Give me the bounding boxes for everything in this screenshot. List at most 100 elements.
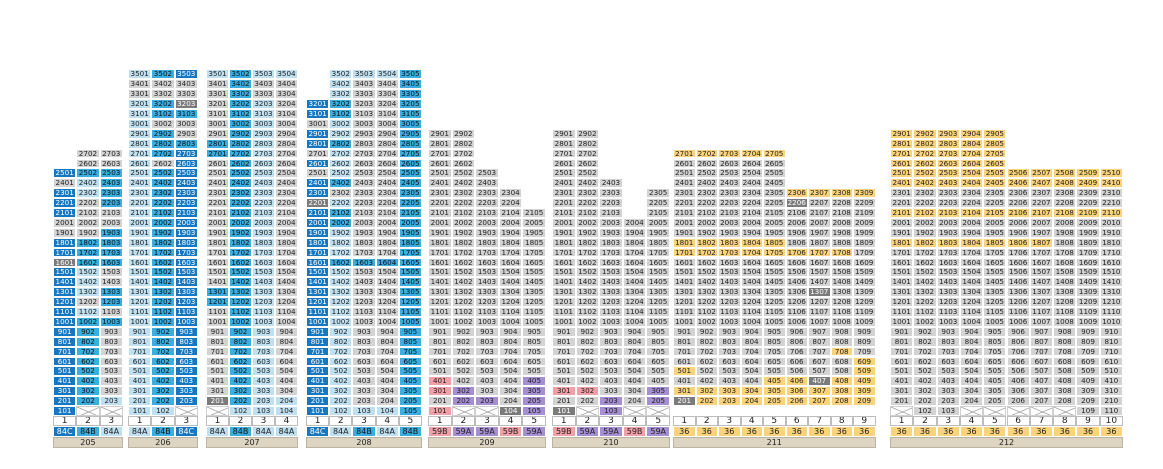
unit-205-1202[interactable]: 1202	[76, 297, 100, 307]
unit-211-2503[interactable]: 2503	[718, 168, 741, 179]
unit-210-1001[interactable]: 1001	[552, 316, 576, 327]
unit-208-2204[interactable]: 2204	[375, 198, 399, 208]
unit-206-1102[interactable]: 1102	[151, 307, 175, 317]
unit-212-1306[interactable]: 1306	[1006, 287, 1030, 298]
unit-211-1006[interactable]: 1006	[785, 316, 808, 327]
unit-212-1710[interactable]: 1710	[1099, 247, 1123, 258]
unit-211-1103[interactable]: 1103	[718, 307, 741, 317]
unit-208-1102[interactable]: 1102	[329, 307, 353, 317]
unit-208-1404[interactable]: 1404	[375, 277, 399, 288]
unit-212-1504[interactable]: 1504	[959, 267, 984, 278]
unit-205-902[interactable]: 902	[76, 326, 100, 337]
unit-211-2002[interactable]: 2002	[695, 217, 718, 228]
unit-211-2204[interactable]: 2204	[740, 198, 763, 208]
unit-208-1604[interactable]: 1604	[375, 257, 399, 268]
unit-209-1704[interactable]: 1704	[498, 247, 523, 258]
unit-211-1402[interactable]: 1402	[695, 277, 718, 288]
unit-212-2302[interactable]: 2302	[913, 188, 937, 199]
unit-210-1802[interactable]: 1802	[575, 237, 600, 248]
unit-205-2002[interactable]: 2002	[76, 217, 100, 228]
unit-212-2004[interactable]: 2004	[959, 217, 984, 228]
unit-209-804[interactable]: 804	[498, 336, 523, 347]
unit-208-3503[interactable]: 3503	[352, 69, 376, 80]
unit-211-301[interactable]: 301	[673, 386, 696, 397]
unit-207-2004[interactable]: 2004	[275, 217, 298, 228]
unit-210-1405[interactable]: 1405	[646, 277, 670, 288]
unit-211-307[interactable]: 307	[808, 386, 831, 397]
unit-207-2901[interactable]: 2901	[206, 128, 229, 139]
unit-208-3504[interactable]: 3504	[375, 69, 399, 80]
unit-208-2702[interactable]: 2702	[329, 148, 353, 159]
unit-206-3401[interactable]: 3401	[128, 79, 152, 90]
unit-209-303[interactable]: 303	[475, 386, 499, 397]
unit-212-1005[interactable]: 1005	[983, 316, 1007, 327]
unit-208-1305[interactable]: 1305	[398, 287, 422, 298]
unit-209-501[interactable]: 501	[428, 366, 452, 377]
unit-208-2505[interactable]: 2505	[398, 168, 422, 179]
unit-212-1408[interactable]: 1408	[1053, 277, 1077, 288]
unit-212-2506[interactable]: 2506	[1006, 168, 1030, 179]
unit-212-1703[interactable]: 1703	[936, 247, 960, 258]
unit-211-2205[interactable]: 2205	[763, 198, 786, 208]
unit-208-903[interactable]: 903	[352, 326, 376, 337]
unit-211-802[interactable]: 802	[695, 336, 718, 347]
unit-210-1201[interactable]: 1201	[552, 297, 576, 307]
unit-208-1503[interactable]: 1503	[352, 267, 376, 278]
unit-212-2209[interactable]: 2209	[1076, 198, 1100, 208]
unit-207-2504[interactable]: 2504	[275, 168, 298, 179]
unit-207-2903[interactable]: 2903	[252, 128, 275, 139]
unit-212-1907[interactable]: 1907	[1029, 227, 1054, 238]
unit-206-2602[interactable]: 2602	[151, 158, 175, 169]
unit-210-1804[interactable]: 1804	[622, 237, 647, 248]
unit-208-3404[interactable]: 3404	[375, 79, 399, 90]
unit-205-1001[interactable]: 1001	[53, 316, 77, 327]
unit-212-607[interactable]: 607	[1029, 356, 1054, 367]
unit-206-2502[interactable]: 2502	[151, 168, 175, 179]
unit-211-1008[interactable]: 1008	[830, 316, 853, 327]
unit-211-1801[interactable]: 1801	[673, 237, 696, 248]
unit-207-2503[interactable]: 2503	[252, 168, 275, 179]
unit-210-2001[interactable]: 2001	[552, 217, 576, 228]
unit-206-403[interactable]: 403	[174, 376, 198, 387]
unit-212-1503[interactable]: 1503	[936, 267, 960, 278]
unit-209-702[interactable]: 702	[451, 346, 476, 357]
unit-207-1503[interactable]: 1503	[252, 267, 275, 278]
unit-207-2203[interactable]: 2203	[252, 198, 275, 208]
unit-207-2002[interactable]: 2002	[229, 217, 252, 228]
unit-207-1601[interactable]: 1601	[206, 257, 229, 268]
unit-211-502[interactable]: 502	[695, 366, 718, 377]
unit-206-1001[interactable]: 1001	[128, 316, 152, 327]
unit-212-2602[interactable]: 2602	[913, 158, 937, 169]
unit-208-2705[interactable]: 2705	[398, 148, 422, 159]
unit-211-909[interactable]: 909	[853, 326, 876, 337]
unit-212-1403[interactable]: 1403	[936, 277, 960, 288]
unit-205-1602[interactable]: 1602	[76, 257, 100, 268]
unit-210-1904[interactable]: 1904	[622, 227, 647, 238]
unit-209-1201[interactable]: 1201	[428, 297, 452, 307]
unit-212-2102[interactable]: 2102	[913, 208, 937, 218]
unit-209-2801[interactable]: 2801	[428, 138, 452, 149]
unit-212-408[interactable]: 408	[1053, 376, 1077, 387]
unit-210-1604[interactable]: 1604	[622, 257, 647, 268]
unit-207-2701[interactable]: 2701	[206, 148, 229, 159]
unit-210-2501[interactable]: 2501	[552, 168, 576, 179]
unit-206-303[interactable]: 303	[174, 386, 198, 397]
unit-210-303[interactable]: 303	[599, 386, 623, 397]
unit-208-1405[interactable]: 1405	[398, 277, 422, 288]
unit-209-803[interactable]: 803	[475, 336, 499, 347]
unit-206-401[interactable]: 401	[128, 376, 152, 387]
unit-207-1602[interactable]: 1602	[229, 257, 252, 268]
unit-211-2308[interactable]: 2308	[830, 188, 853, 199]
unit-209-1004[interactable]: 1004	[498, 316, 523, 327]
unit-210-601[interactable]: 601	[552, 356, 576, 367]
unit-209-2102[interactable]: 2102	[451, 208, 476, 218]
unit-211-2703[interactable]: 2703	[718, 148, 741, 159]
unit-209-2701[interactable]: 2701	[428, 148, 452, 159]
unit-209-1001[interactable]: 1001	[428, 316, 452, 327]
unit-211-1806[interactable]: 1806	[785, 237, 808, 248]
unit-207-903[interactable]: 903	[252, 326, 275, 337]
unit-208-2602[interactable]: 2602	[329, 158, 353, 169]
unit-209-503[interactable]: 503	[475, 366, 499, 377]
unit-211-2601[interactable]: 2601	[673, 158, 696, 169]
unit-205-1302[interactable]: 1302	[76, 287, 100, 298]
